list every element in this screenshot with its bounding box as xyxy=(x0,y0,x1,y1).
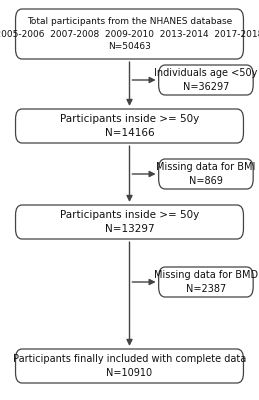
FancyBboxPatch shape xyxy=(159,159,253,189)
Text: Participants finally included with complete data
N=10910: Participants finally included with compl… xyxy=(13,354,246,378)
Text: Missing data for BMI
N=869: Missing data for BMI N=869 xyxy=(156,162,256,186)
Text: Missing data for BMD
N=2387: Missing data for BMD N=2387 xyxy=(154,270,258,294)
FancyBboxPatch shape xyxy=(159,267,253,297)
Text: Participants inside >= 50y
N=13297: Participants inside >= 50y N=13297 xyxy=(60,210,199,234)
Text: Total participants from the NHANES database
(2005-2006  2007-2008  2009-2010  20: Total participants from the NHANES datab… xyxy=(0,17,259,51)
FancyBboxPatch shape xyxy=(16,349,243,383)
Text: Individuals age <50y
N=36297: Individuals age <50y N=36297 xyxy=(154,68,258,92)
Text: Participants inside >= 50y
N=14166: Participants inside >= 50y N=14166 xyxy=(60,114,199,138)
FancyBboxPatch shape xyxy=(159,65,253,95)
FancyBboxPatch shape xyxy=(16,9,243,59)
FancyBboxPatch shape xyxy=(16,109,243,143)
FancyBboxPatch shape xyxy=(16,205,243,239)
